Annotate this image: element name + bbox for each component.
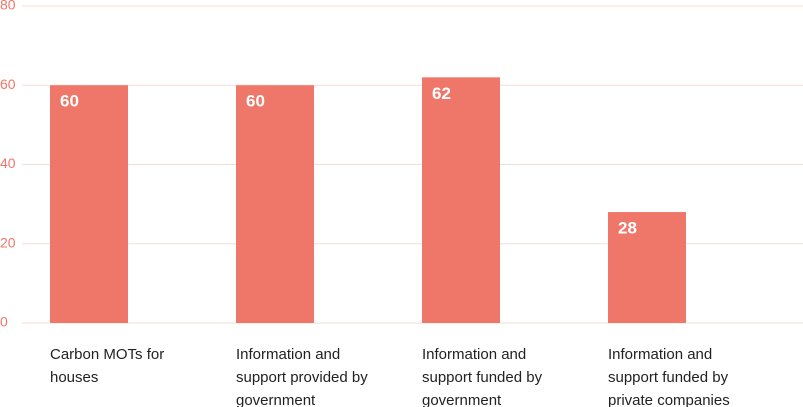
x-tick-label: Information and support provided by gove… [236,346,368,407]
bar [236,85,314,323]
value-label: 60 [60,92,79,111]
y-tick-label: 40 [0,155,16,171]
x-tick-label: Information and support funded by govern… [422,346,543,407]
y-tick-label: 20 [0,234,16,250]
value-label: 60 [246,92,265,111]
y-tick-label: 0 [0,314,8,330]
x-tick-label: Carbon MOTs for houses [50,346,165,386]
x-tick-label: Information and support funded by privat… [608,346,730,407]
bar [608,212,686,323]
y-tick-label: 60 [0,76,16,92]
value-label: 62 [432,84,451,103]
bar [422,77,500,323]
value-label: 28 [618,219,637,238]
bar [50,85,128,323]
y-tick-label: 80 [0,0,16,13]
